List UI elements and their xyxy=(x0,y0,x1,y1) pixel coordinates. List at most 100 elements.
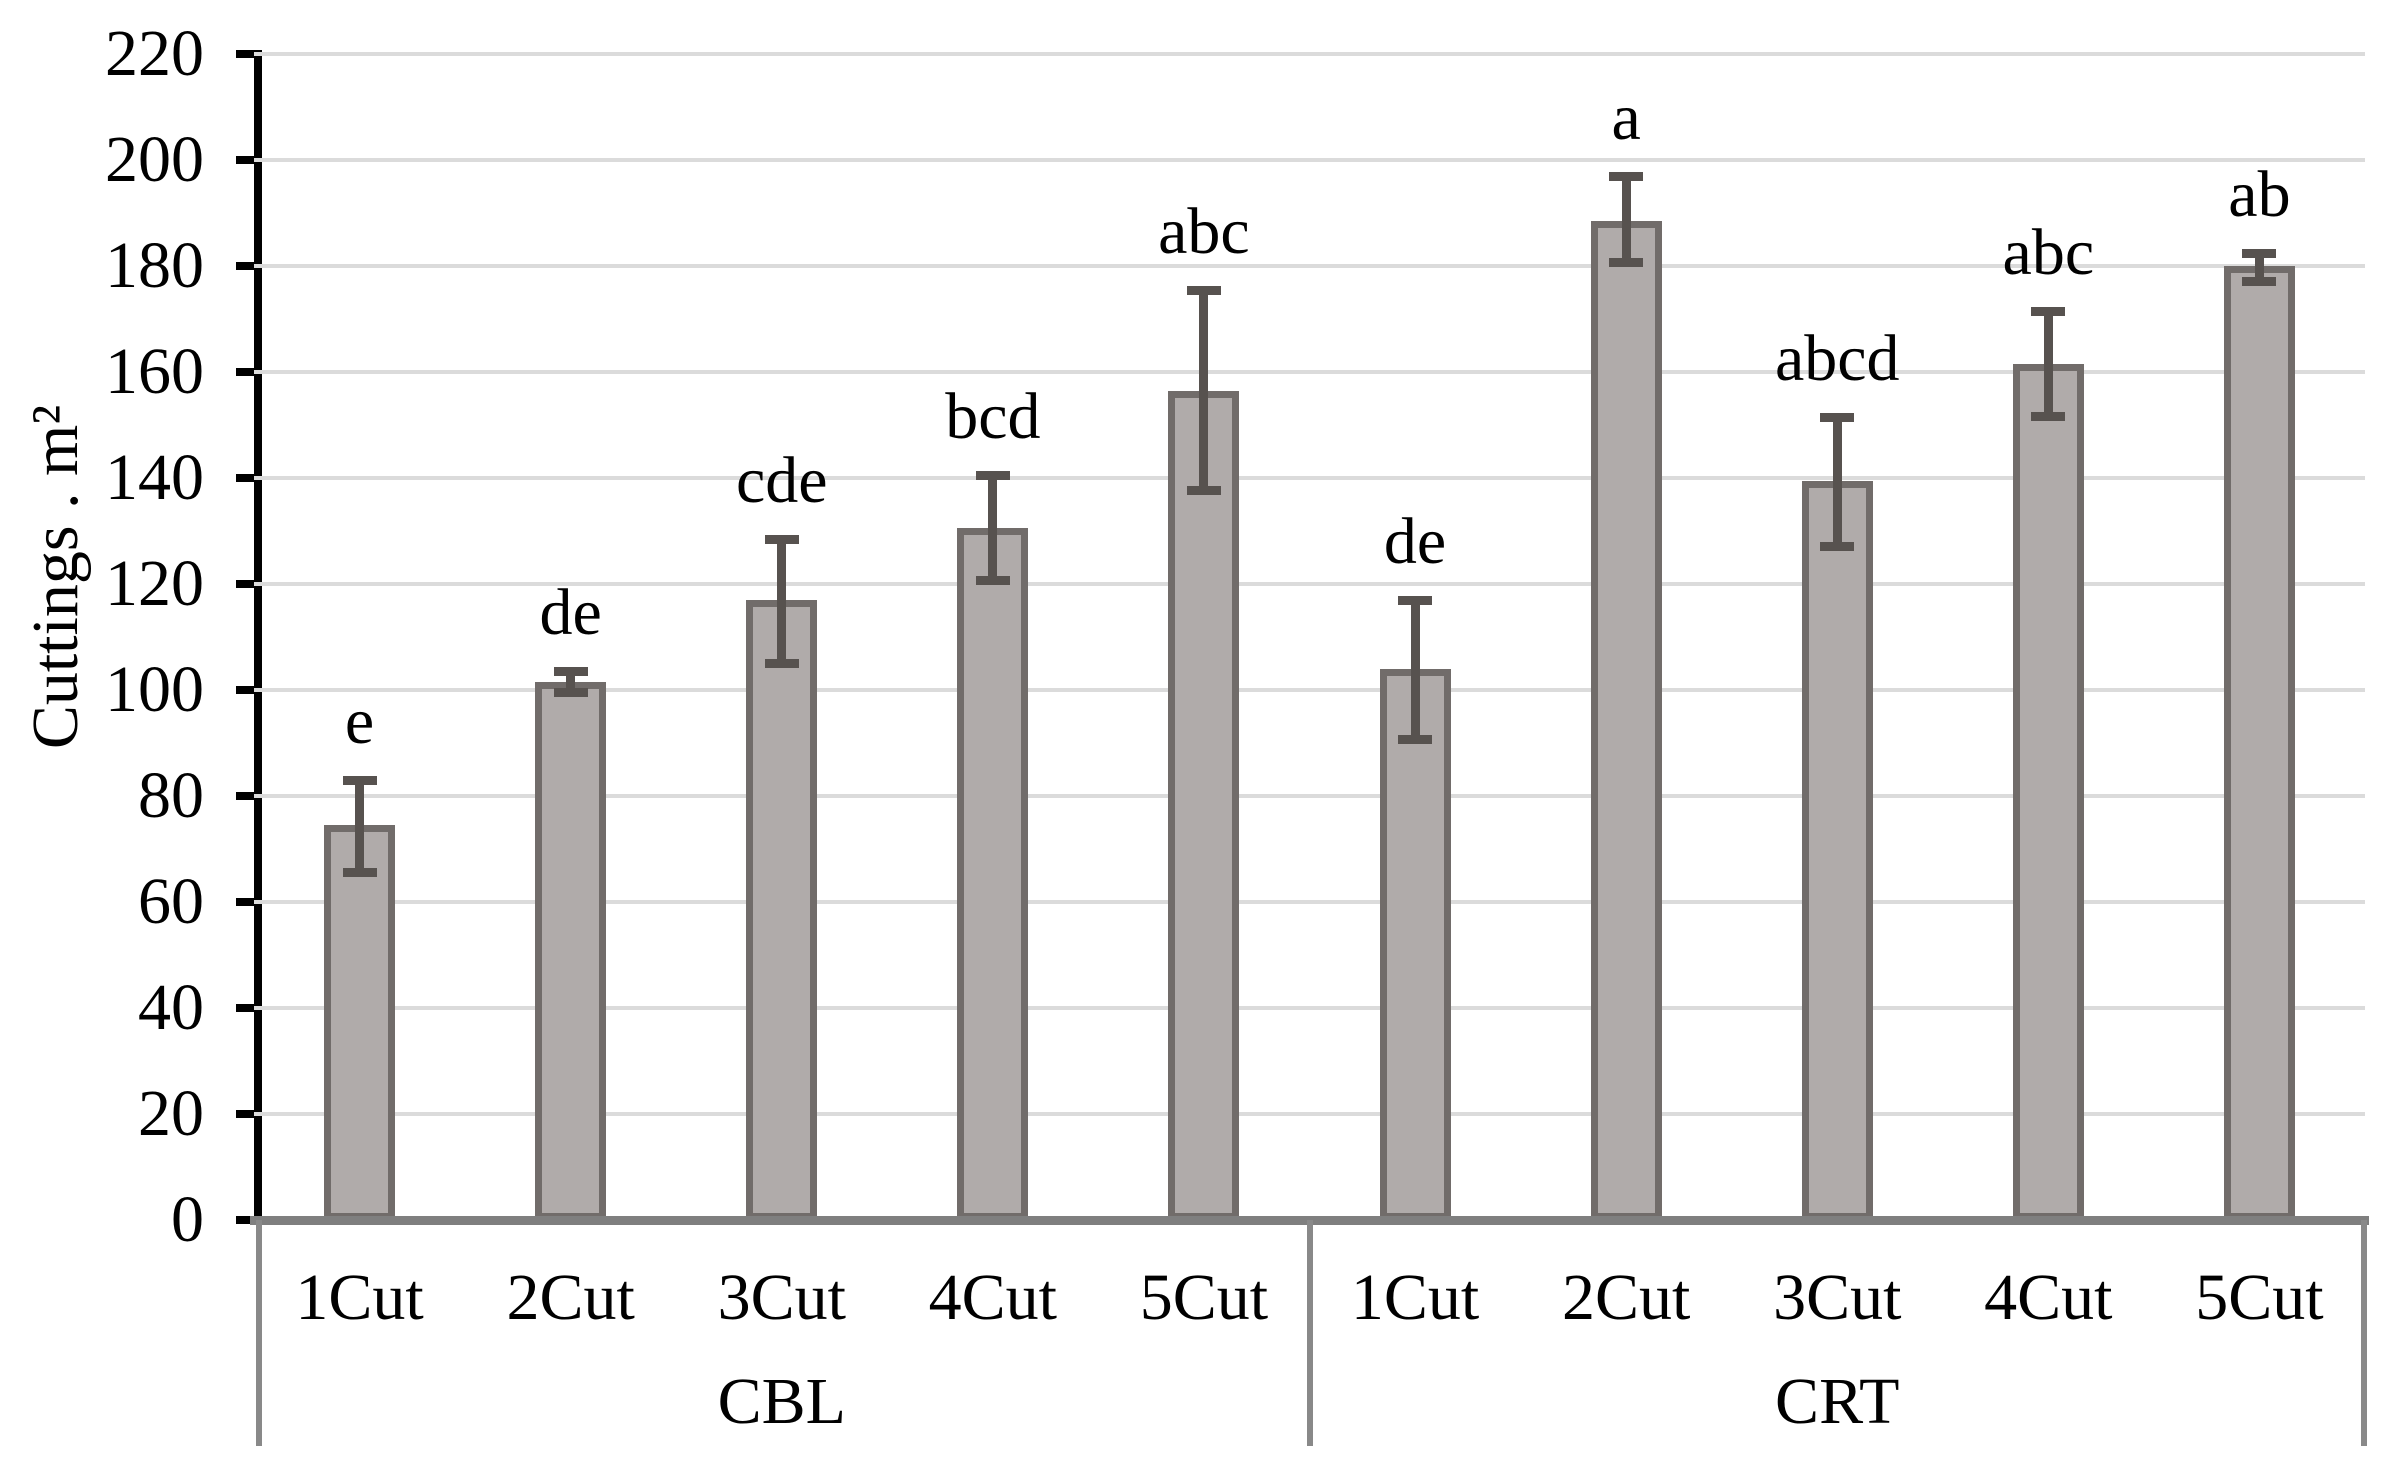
y-axis-tick-label: 200 xyxy=(105,123,204,196)
y-axis-tick xyxy=(236,792,254,800)
significance-letter: cde xyxy=(735,443,828,517)
y-axis-tick xyxy=(236,368,254,376)
y-axis-tick-label: 120 xyxy=(105,547,204,620)
y-axis-line xyxy=(254,50,262,1220)
y-axis-tick xyxy=(236,1004,254,1012)
error-bar-bottom-cap xyxy=(1398,735,1433,745)
y-axis-tick-label: 100 xyxy=(105,653,204,726)
error-bar-top-cap xyxy=(1186,285,1221,295)
gridline xyxy=(254,900,2365,904)
gridline xyxy=(254,794,2365,798)
y-axis-tick-label: 140 xyxy=(105,441,204,514)
error-bar-top-cap xyxy=(1820,413,1855,423)
y-axis-tick xyxy=(236,1110,254,1118)
error-bar-line xyxy=(2254,252,2264,282)
bar xyxy=(1801,480,1873,1220)
error-bar-line xyxy=(1199,289,1209,492)
error-bar-line xyxy=(1832,417,1842,547)
error-bar-line xyxy=(1410,599,1420,741)
y-axis-tick xyxy=(236,686,254,694)
y-axis-tick-label: 0 xyxy=(171,1183,204,1256)
category-label: 3Cut xyxy=(1773,1261,1902,1334)
significance-letter: e xyxy=(344,685,375,759)
error-bar-bottom-cap xyxy=(342,867,377,877)
bar xyxy=(535,682,607,1220)
y-axis-tick xyxy=(236,156,254,164)
y-axis-tick xyxy=(236,262,254,270)
error-bar-top-cap xyxy=(975,471,1010,481)
error-bar-top-cap xyxy=(764,534,799,544)
group-label: CRT xyxy=(1775,1365,1900,1438)
error-bar-top-cap xyxy=(2031,307,2066,317)
bar xyxy=(746,599,818,1220)
bar xyxy=(957,528,1029,1220)
error-bar-line xyxy=(1621,175,1631,264)
error-bar-top-cap xyxy=(342,776,377,786)
error-bar-top-cap xyxy=(1398,595,1433,605)
group-divider xyxy=(2361,1220,2367,1446)
bar xyxy=(2223,266,2295,1220)
y-axis-tick-label: 160 xyxy=(105,335,204,408)
y-axis-tick-label: 60 xyxy=(138,865,204,938)
significance-letter: a xyxy=(1611,80,1641,154)
bar xyxy=(324,825,396,1220)
y-axis-tick-label: 20 xyxy=(138,1077,204,1150)
group-label: CBL xyxy=(717,1365,846,1438)
significance-letter: abc xyxy=(1158,194,1250,268)
error-bar-bottom-cap xyxy=(553,687,588,697)
error-bar-bottom-cap xyxy=(975,576,1010,586)
error-bar-line xyxy=(566,671,576,693)
bar xyxy=(1379,668,1451,1220)
y-axis-tick xyxy=(236,580,254,588)
significance-letter: abcd xyxy=(1774,322,1900,396)
category-label: 4Cut xyxy=(928,1261,1058,1334)
y-axis-tick-label: 220 xyxy=(105,17,204,90)
error-bar-line xyxy=(355,780,365,873)
error-bar-top-cap xyxy=(553,667,588,677)
y-axis-tick xyxy=(236,474,254,482)
category-label: 4Cut xyxy=(1984,1261,2113,1334)
significance-letter: bcd xyxy=(945,380,1041,454)
gridline xyxy=(254,370,2365,374)
y-axis-tick xyxy=(236,1216,254,1224)
category-label: 3Cut xyxy=(717,1261,846,1334)
bar xyxy=(1590,220,1662,1220)
plot-area: e de cde bcd abc de a abcd abc ab xyxy=(254,52,2365,1220)
bar xyxy=(2012,364,2084,1220)
y-axis-tick xyxy=(236,898,254,906)
significance-letter: abc xyxy=(2002,216,2095,290)
error-bar-bottom-cap xyxy=(1609,258,1644,268)
gridline xyxy=(254,582,2365,586)
error-bar-line xyxy=(2043,311,2053,418)
gridline xyxy=(254,476,2365,480)
gridline xyxy=(254,52,2365,56)
significance-letter: ab xyxy=(2228,157,2291,231)
gridline xyxy=(254,1112,2365,1116)
group-divider xyxy=(256,1220,262,1446)
y-axis-tick-label: 80 xyxy=(138,759,204,832)
error-bar-top-cap xyxy=(2242,248,2277,258)
error-bar-line xyxy=(988,475,998,582)
y-axis-tick xyxy=(236,50,254,58)
category-label: 2Cut xyxy=(1561,1261,1691,1334)
gridline xyxy=(254,688,2365,692)
error-bar-bottom-cap xyxy=(1186,486,1221,496)
error-bar-bottom-cap xyxy=(2242,276,2277,286)
category-label: 1Cut xyxy=(295,1261,424,1334)
y-axis-tick-label: 180 xyxy=(105,229,204,302)
category-label: 5Cut xyxy=(2195,1261,2324,1334)
gridline xyxy=(254,1006,2365,1010)
group-divider xyxy=(1306,1220,1313,1446)
significance-letter: de xyxy=(539,576,602,650)
gridline xyxy=(254,264,2365,268)
bar xyxy=(1168,390,1240,1220)
error-bar-bottom-cap xyxy=(2031,412,2066,422)
error-bar-bottom-cap xyxy=(764,658,799,668)
category-label: 5Cut xyxy=(1139,1261,1269,1334)
y-axis-tick-label: 40 xyxy=(138,971,204,1044)
error-bar-line xyxy=(777,538,787,664)
error-bar-top-cap xyxy=(1609,171,1644,181)
error-bar-bottom-cap xyxy=(1820,541,1855,551)
gridline xyxy=(254,158,2365,162)
